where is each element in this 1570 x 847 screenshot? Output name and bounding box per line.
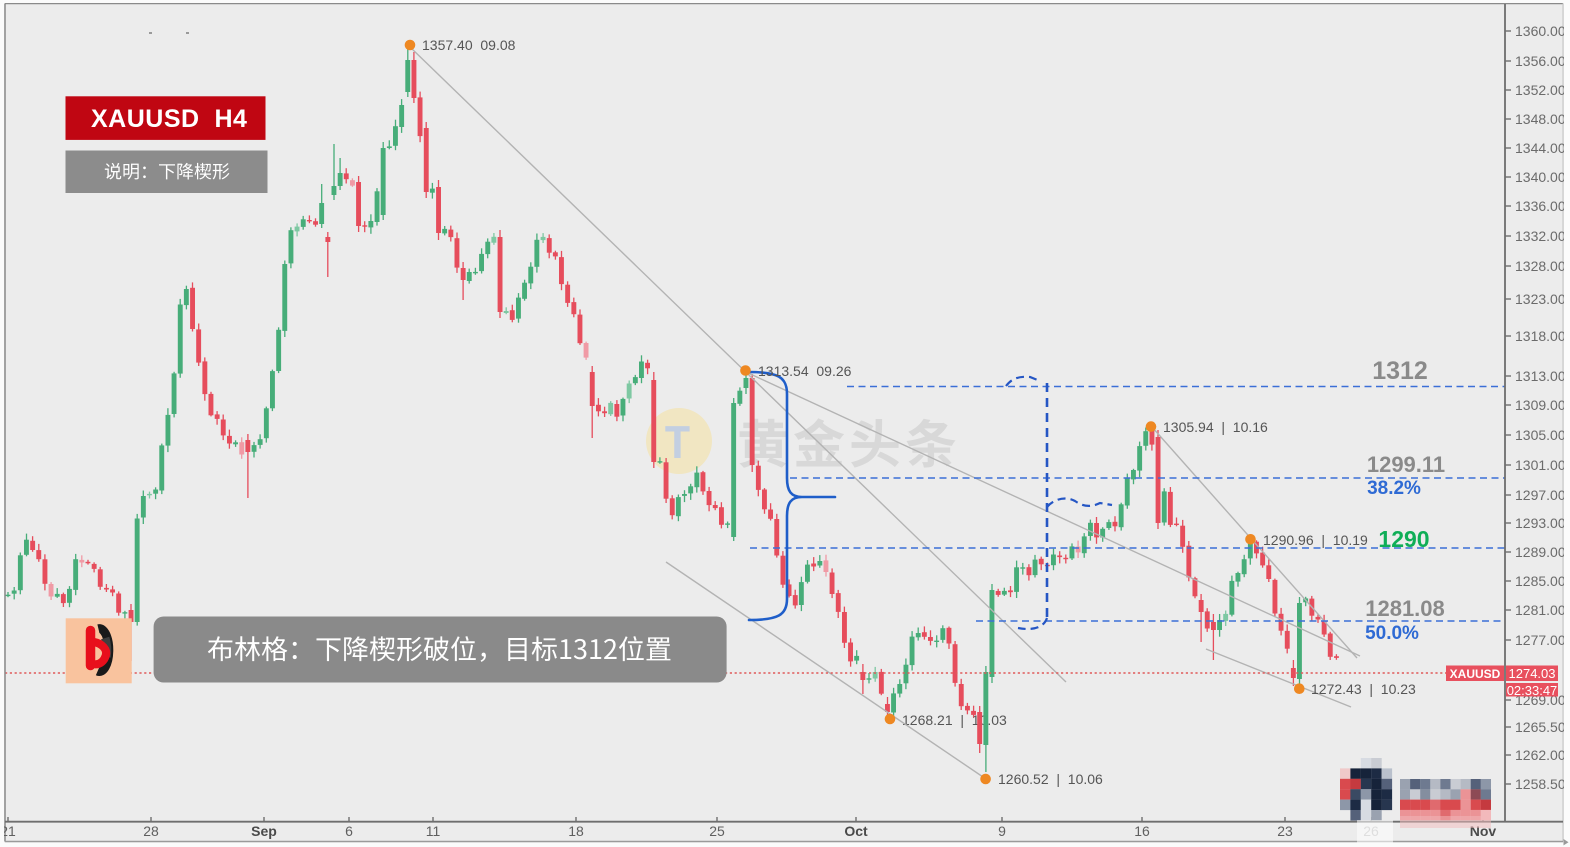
svg-text:1356.00: 1356.00 — [1515, 53, 1566, 69]
svg-text:1318.00: 1318.00 — [1515, 328, 1566, 344]
svg-text:XAUUSD: XAUUSD — [1450, 667, 1501, 681]
svg-text:1285.00: 1285.00 — [1515, 573, 1566, 589]
svg-text:1297.00: 1297.00 — [1515, 487, 1566, 503]
svg-text:1328.00: 1328.00 — [1515, 258, 1566, 274]
svg-text:1262.00: 1262.00 — [1515, 747, 1566, 763]
svg-text:21: 21 — [0, 823, 16, 839]
svg-text:28: 28 — [143, 823, 159, 839]
svg-text:1274.03: 1274.03 — [1509, 666, 1556, 681]
svg-text:Oct: Oct — [844, 823, 868, 839]
svg-text:Sep: Sep — [251, 823, 277, 839]
svg-text:18: 18 — [568, 823, 584, 839]
svg-text:1313.54 09.26: 1313.54 09.26 — [758, 363, 852, 379]
svg-text:1348.00: 1348.00 — [1515, 111, 1566, 127]
svg-text:1290: 1290 — [1378, 526, 1429, 552]
svg-text:1305.94 | 10.16: 1305.94 | 10.16 — [1163, 419, 1268, 435]
svg-text:38.2%: 38.2% — [1367, 478, 1421, 499]
svg-text:1352.00: 1352.00 — [1515, 82, 1566, 98]
svg-text:1332.00: 1332.00 — [1515, 228, 1566, 244]
svg-text:1268.21 | 10.03: 1268.21 | 10.03 — [902, 712, 1007, 728]
svg-text:1299.11: 1299.11 — [1367, 452, 1445, 477]
svg-text:9: 9 — [998, 823, 1006, 839]
svg-text:25: 25 — [709, 823, 725, 839]
svg-text:1305.00: 1305.00 — [1515, 427, 1566, 443]
svg-text:1281.08: 1281.08 — [1365, 596, 1445, 621]
svg-text:1357.40 09.08: 1357.40 09.08 — [422, 37, 516, 53]
svg-text:11: 11 — [426, 823, 441, 839]
svg-text:1344.00: 1344.00 — [1515, 140, 1566, 156]
svg-text:1336.00: 1336.00 — [1515, 198, 1566, 214]
svg-text:23: 23 — [1277, 823, 1293, 839]
svg-text:1260.52 | 10.06: 1260.52 | 10.06 — [998, 771, 1103, 787]
svg-text:1312: 1312 — [1372, 357, 1428, 385]
svg-text:1281.00: 1281.00 — [1515, 602, 1566, 618]
svg-text:1265.50: 1265.50 — [1515, 719, 1566, 735]
svg-text:16: 16 — [1134, 823, 1150, 839]
svg-text:1301.00: 1301.00 — [1515, 457, 1566, 473]
svg-text:1258.50: 1258.50 — [1515, 776, 1566, 792]
svg-text:1360.00: 1360.00 — [1515, 23, 1566, 39]
svg-text:1272.43 | 10.23: 1272.43 | 10.23 — [1311, 681, 1416, 697]
svg-text:02:33:47: 02:33:47 — [1507, 683, 1558, 698]
svg-text:1323.00: 1323.00 — [1515, 291, 1566, 307]
svg-text:50.0%: 50.0% — [1365, 623, 1419, 644]
svg-text:1313.00: 1313.00 — [1515, 368, 1566, 384]
svg-text:1340.00: 1340.00 — [1515, 169, 1566, 185]
svg-text:XAUUSD H4: XAUUSD H4 — [91, 105, 247, 133]
svg-text:6: 6 — [345, 823, 353, 839]
svg-text:1290.96 | 10.19: 1290.96 | 10.19 — [1263, 532, 1368, 548]
svg-text:1277.00: 1277.00 — [1515, 632, 1566, 648]
svg-text:1293.00: 1293.00 — [1515, 515, 1566, 531]
svg-text:1309.00: 1309.00 — [1515, 397, 1566, 413]
svg-text:1289.00: 1289.00 — [1515, 544, 1566, 560]
